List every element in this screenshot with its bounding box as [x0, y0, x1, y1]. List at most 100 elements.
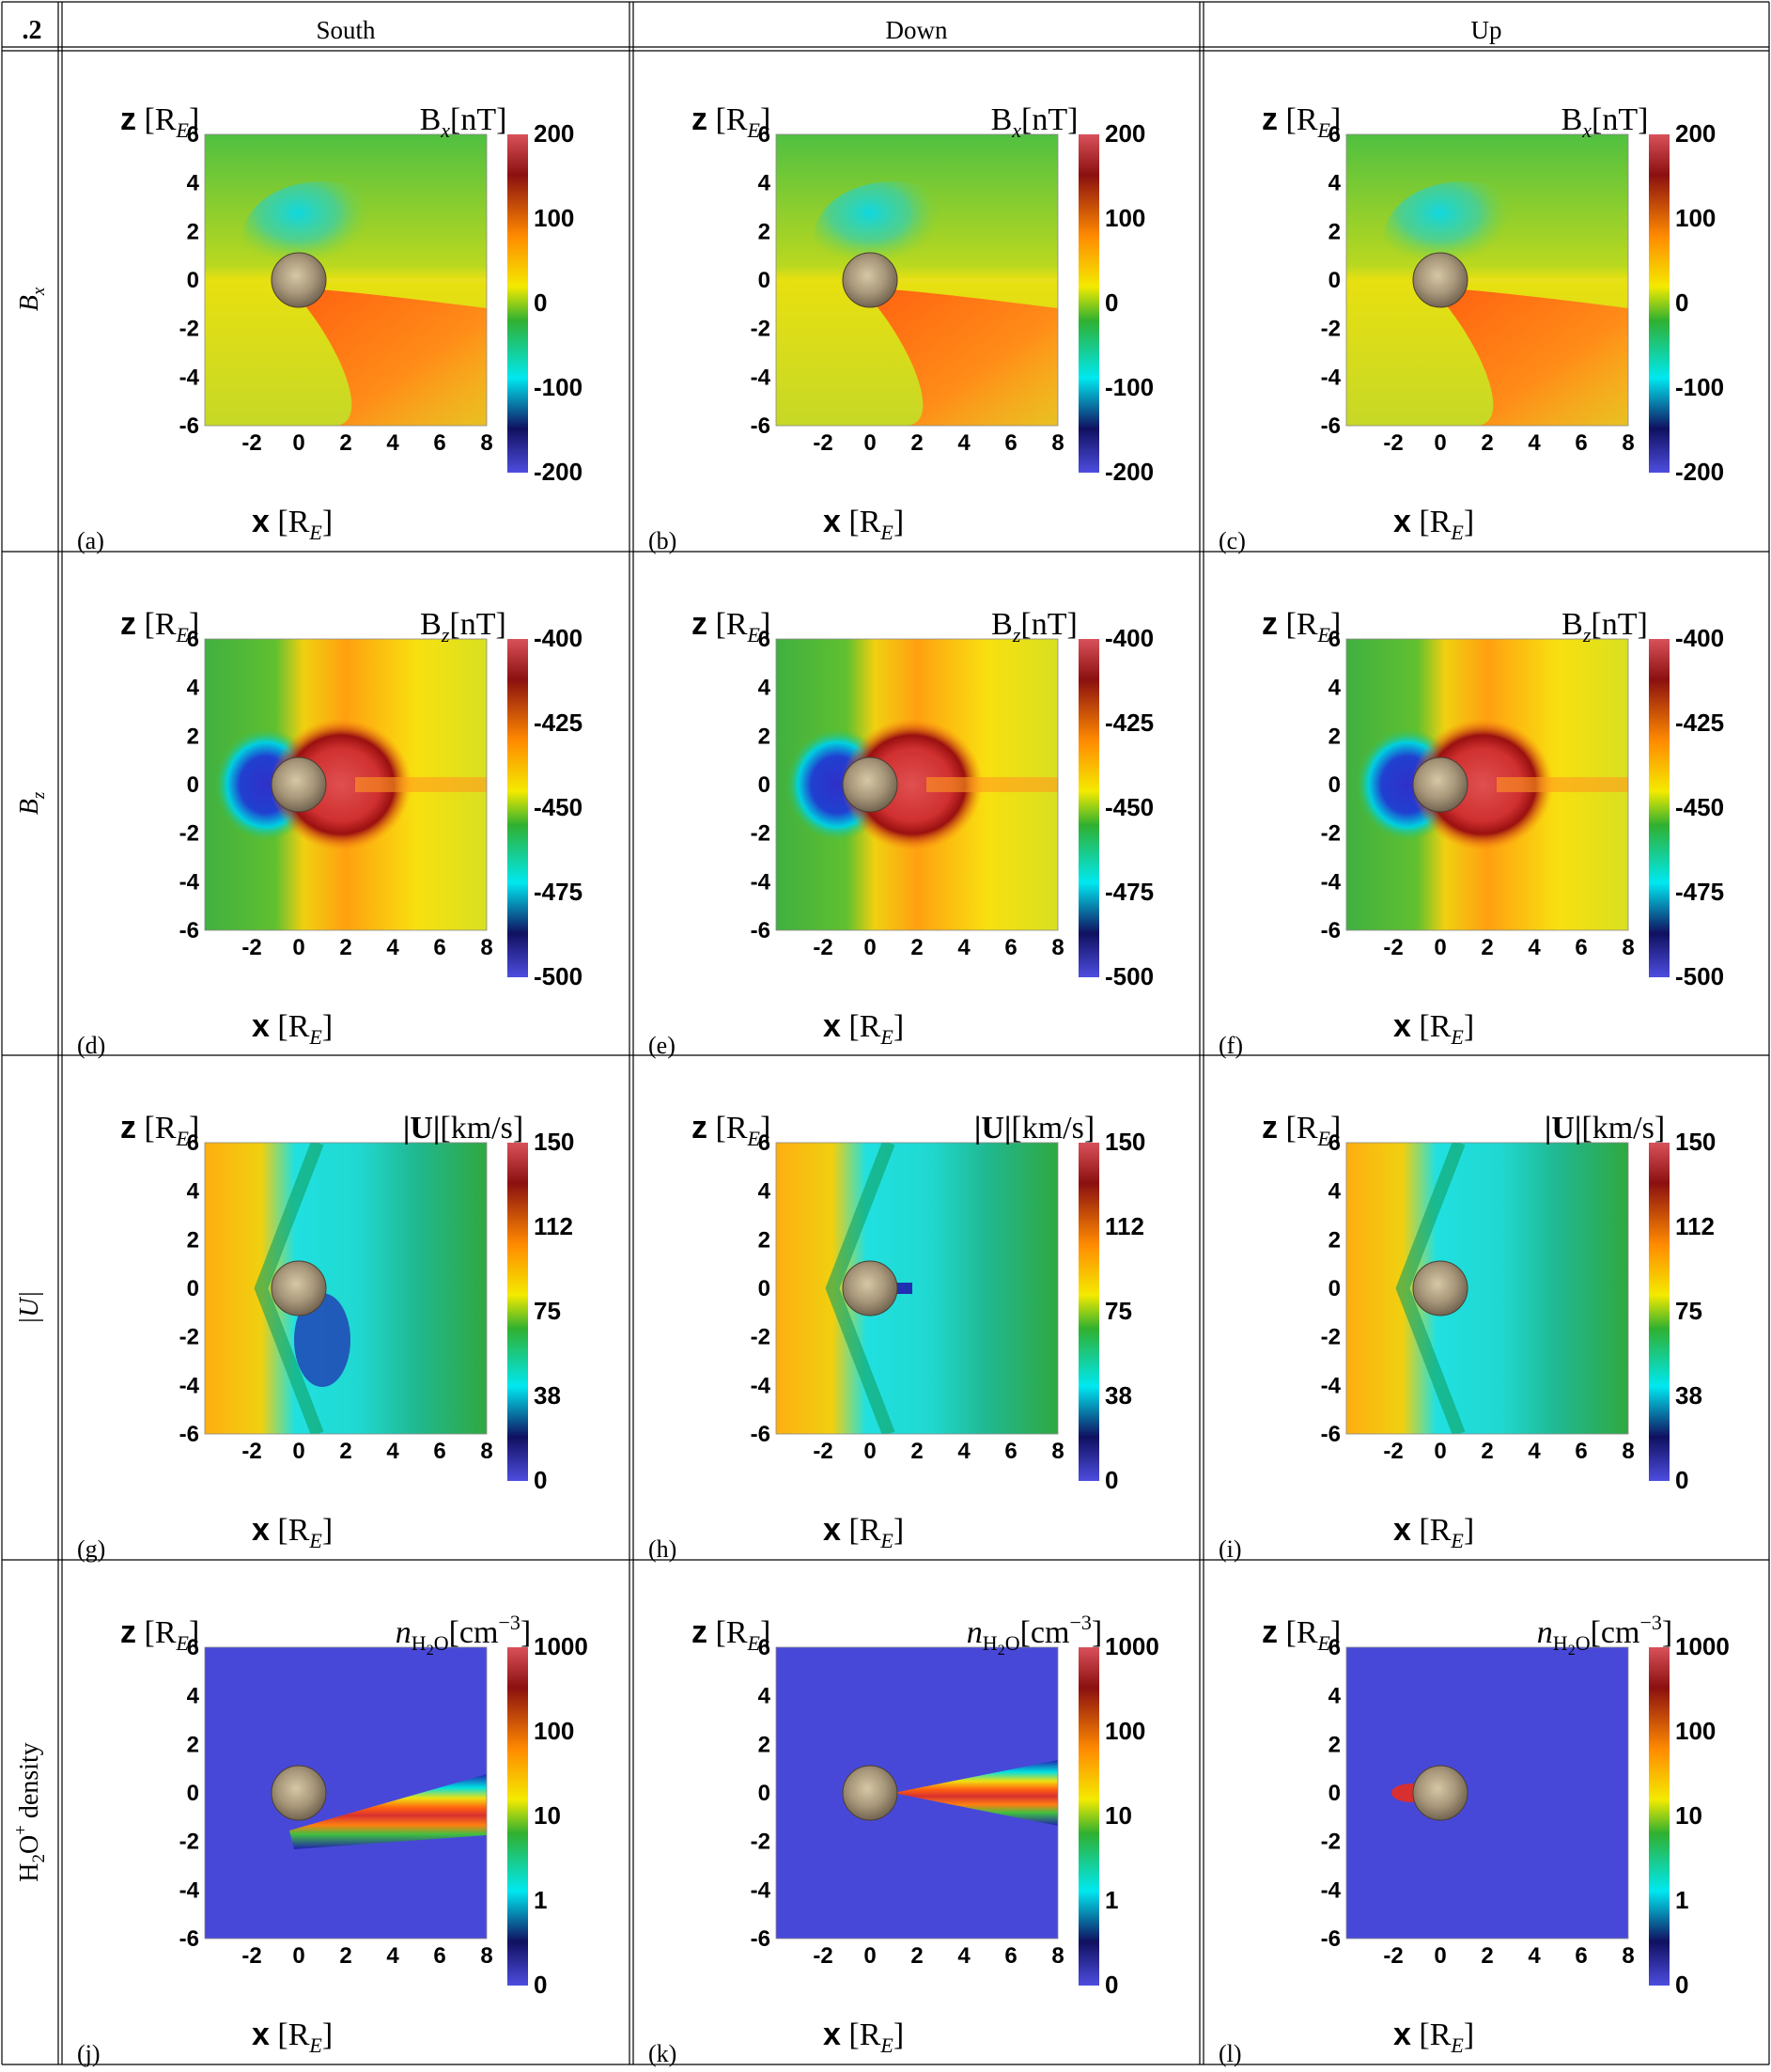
x-tick-label: -2 — [1383, 430, 1403, 456]
colorbar: 150 112 75 38 0 — [507, 1128, 574, 1494]
x-tick-label: 4 — [957, 430, 971, 456]
y-tick-label: -4 — [179, 1373, 200, 1398]
x-tick-label: 8 — [480, 1439, 492, 1464]
x-tick-label: 0 — [292, 1943, 304, 1969]
colorbar-gradient — [1649, 1143, 1670, 1481]
colorbar-tick-label: 1 — [534, 1886, 547, 1914]
y-tick-label: 0 — [758, 268, 770, 293]
colorbar-tick-label: 38 — [1675, 1381, 1702, 1410]
panel-label: (j) — [77, 2040, 101, 2067]
colorbar-tick-label: 200 — [1105, 119, 1145, 148]
x-tick-label: -2 — [241, 1439, 261, 1464]
ion-plume — [893, 1760, 1058, 1826]
moon-icon — [1412, 252, 1468, 308]
heatmap-background — [1346, 1647, 1628, 1939]
y-tick-label: -4 — [179, 365, 200, 390]
colorbar-gradient — [507, 1143, 528, 1481]
positive-lobe — [271, 719, 412, 850]
x-tick-label: 4 — [1528, 1943, 1541, 1969]
colorbar-tick-label: -100 — [534, 373, 583, 401]
wake-line — [1440, 278, 1628, 283]
x-tick-label: 2 — [339, 1943, 351, 1969]
colorbar-tick-label: -450 — [534, 793, 583, 821]
y-tick-label: 4 — [187, 1179, 200, 1205]
x-axis-label: x [RE] — [823, 1512, 904, 1552]
x-tick-label: 6 — [1575, 935, 1587, 960]
colorbar-gradient — [1079, 134, 1099, 473]
heatmap-plot: 6 4 2 0 -2 -4 -6 -2 0 2 4 6 8 — [1321, 1130, 1635, 1464]
y-tick-label: -4 — [751, 869, 771, 895]
colorbar-tick-label: 1000 — [1675, 1632, 1730, 1660]
heatmap-plot: 6 4 2 0 -2 -4 -6 -2 0 2 4 6 8 — [179, 122, 493, 456]
y-tick-label: 6 — [187, 627, 199, 652]
y-tick-label: 4 — [758, 1179, 771, 1205]
x-tick-label: 4 — [1528, 430, 1541, 456]
y-tick-label: -2 — [179, 821, 199, 847]
y-tick-label: 4 — [187, 171, 200, 196]
colorbar-tick-label: -400 — [1105, 624, 1154, 652]
colorbar-tick-label: -450 — [1675, 793, 1724, 821]
y-tick-label: -2 — [751, 821, 770, 847]
positive-lobe — [1431, 288, 1628, 426]
x-tick-label: -2 — [813, 1439, 832, 1464]
colorbar-tick-label: 0 — [1105, 288, 1118, 317]
y-tick-label: -4 — [1321, 1373, 1342, 1398]
heatmap-plot: 6 4 2 0 -2 -4 -6 -2 0 2 4 6 8 — [751, 627, 1064, 960]
colorbar-tick-label: 100 — [1675, 1717, 1716, 1745]
colorbar-tick-label: 38 — [1105, 1381, 1132, 1410]
moon-icon — [1412, 756, 1468, 813]
colorbar-tick-label: 1000 — [534, 1632, 588, 1660]
y-tick-label: -4 — [1321, 365, 1342, 390]
x-tick-label: 2 — [1481, 430, 1493, 456]
colorbar-tick-label: 150 — [1675, 1128, 1716, 1156]
x-tick-label: 0 — [1434, 430, 1446, 456]
y-tick-label: -6 — [751, 1926, 770, 1952]
colorbar-tick-label: 112 — [534, 1212, 573, 1240]
y-tick-label: 2 — [187, 724, 199, 749]
x-tick-label: 8 — [480, 935, 492, 960]
y-tick-label: 0 — [1328, 1781, 1341, 1806]
x-tick-label: 4 — [386, 1943, 399, 1969]
colorbar-tick-label: -100 — [1675, 373, 1724, 401]
x-axis-label: x [RE] — [823, 1008, 904, 1049]
moon-icon — [1412, 1765, 1468, 1821]
x-tick-label: 4 — [386, 430, 399, 456]
wake-line — [926, 777, 1058, 792]
chart-title: Bz[nT] — [1561, 607, 1648, 647]
y-tick-label: 0 — [1328, 772, 1341, 798]
y-tick-label: 4 — [1328, 676, 1342, 701]
panel-label: (e) — [648, 1032, 676, 1059]
colorbar-tick-label: 75 — [1675, 1297, 1702, 1325]
wake-line — [355, 777, 487, 792]
colorbar-gradient — [1079, 1143, 1099, 1481]
colorbar-tick-label: -400 — [534, 624, 583, 652]
y-axis-label: z [RE] — [120, 606, 199, 647]
colorbar-tick-label: -100 — [1105, 373, 1154, 401]
x-tick-label: 0 — [292, 1439, 304, 1464]
y-tick-label: 0 — [1328, 268, 1341, 293]
colorbar-tick-label: -200 — [1675, 458, 1724, 486]
y-tick-label: -2 — [1321, 1830, 1341, 1855]
x-tick-label: 2 — [1481, 935, 1493, 960]
x-tick-label: 8 — [1051, 1439, 1064, 1464]
colorbar-tick-label: 0 — [1675, 1466, 1688, 1494]
y-tick-label: 0 — [758, 1276, 770, 1301]
panel-b: 6 4 2 0 -2 -4 -6 -2 0 2 4 6 8 z [RE] x [RE] Bx[nT] 200 10… — [648, 101, 1154, 554]
header-row: .2 South Down Up — [23, 16, 1502, 45]
y-tick-label: 0 — [1328, 1276, 1341, 1301]
x-tick-label: 6 — [433, 1943, 445, 1969]
y-tick-label: 2 — [187, 1732, 199, 1757]
colorbar-tick-label: 150 — [1105, 1128, 1145, 1156]
x-tick-label: -2 — [1383, 1439, 1403, 1464]
y-tick-label: 2 — [187, 219, 199, 244]
colorbar-tick-label: 0 — [1675, 288, 1688, 317]
x-tick-label: 2 — [910, 935, 923, 960]
chart-title: Bx[nT] — [420, 102, 507, 142]
y-tick-label: 6 — [187, 1130, 199, 1156]
row-label-text: |U| — [15, 1291, 44, 1325]
x-tick-label: 0 — [1434, 935, 1446, 960]
